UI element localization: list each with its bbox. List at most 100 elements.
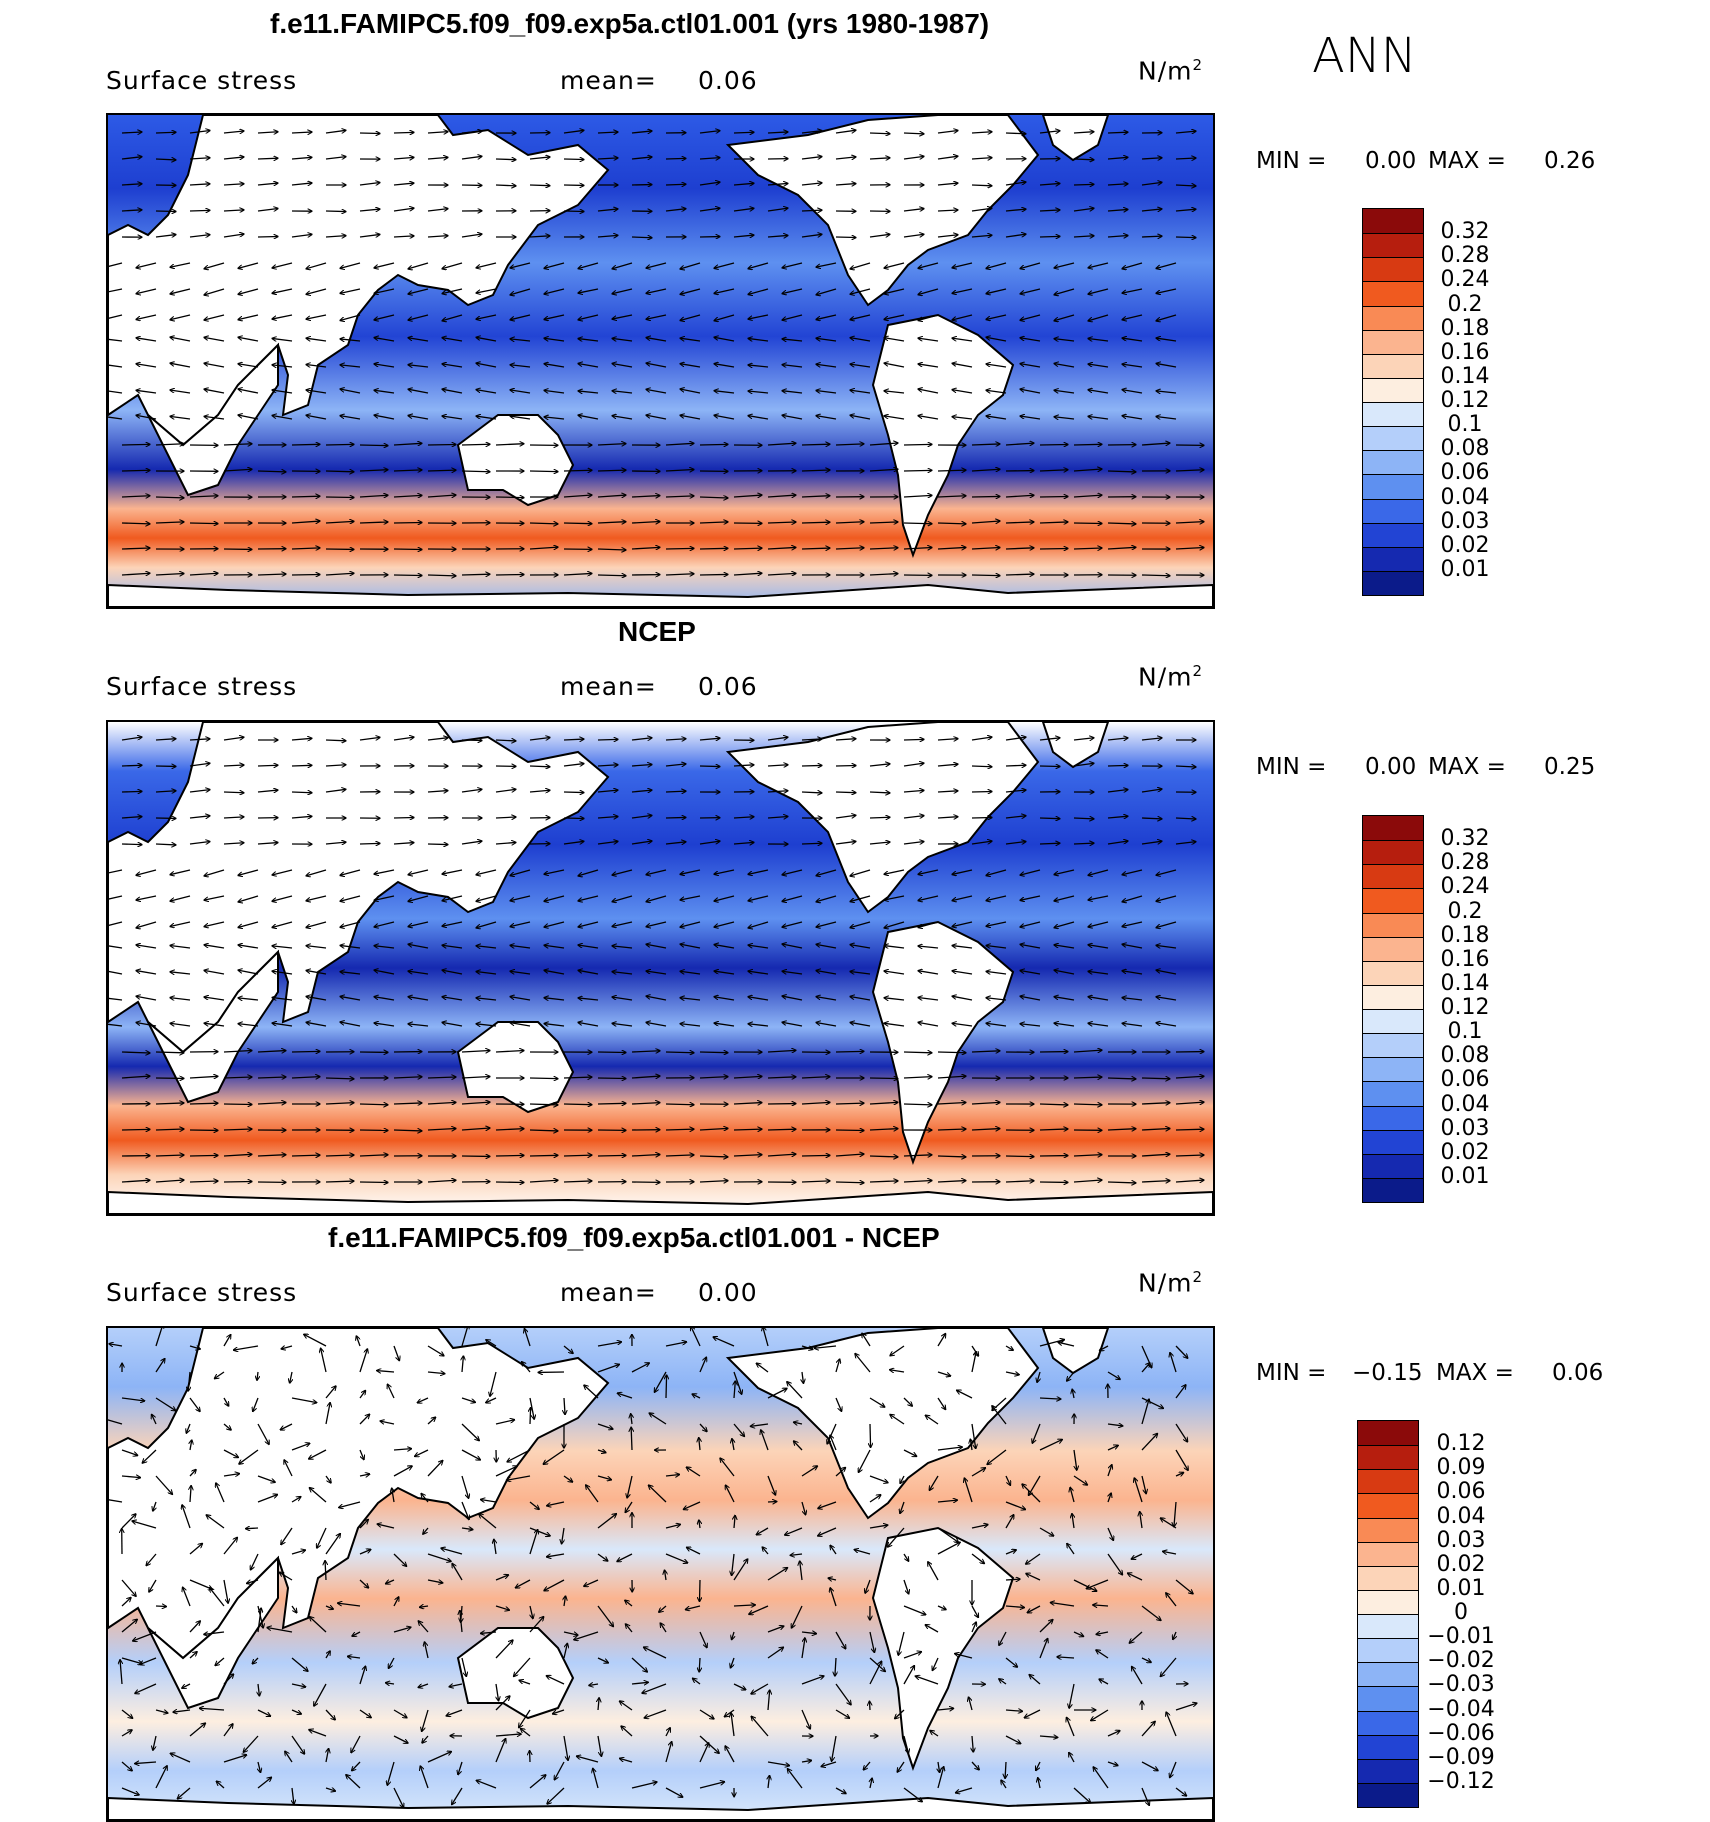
- colorbar-swatch: [1358, 1759, 1418, 1783]
- colorbar-level-label: −0.06: [1426, 1721, 1496, 1746]
- colorbar-level-label: −0.01: [1426, 1624, 1496, 1649]
- colorbar-swatch: [1363, 1154, 1423, 1178]
- wind-vector-arrow: [666, 548, 694, 549]
- colorbar-level-label: 0.06: [1426, 1479, 1496, 1504]
- wind-vector-arrow: [326, 211, 346, 212]
- wind-vector-arrow: [938, 1156, 966, 1157]
- panel-2-map: [106, 720, 1215, 1216]
- colorbar-swatch: [1363, 1009, 1423, 1033]
- colorbar-level-label: 0.1: [1430, 1019, 1500, 1044]
- wind-vector-arrow: [190, 523, 218, 524]
- wind-vector-arrow: [1142, 1078, 1170, 1079]
- wind-vector-arrow: [1074, 184, 1094, 185]
- colorbar-level-label: 0.04: [1430, 1092, 1500, 1117]
- wind-vector-arrow: [122, 844, 142, 845]
- wind-vector-arrow: [122, 470, 150, 471]
- colorbar-swatch: [1363, 354, 1423, 378]
- colorbar-level-label: 0.2: [1430, 899, 1500, 924]
- wind-vector-arrow: [666, 817, 686, 818]
- wind-vector-arrow: [394, 132, 414, 133]
- colorbar-swatch: [1363, 961, 1423, 985]
- wind-vector-arrow: [802, 522, 830, 523]
- wind-vector-arrow: [870, 133, 890, 134]
- colorbar-level-label: 0.18: [1430, 316, 1500, 341]
- wind-vector-arrow: [836, 1051, 864, 1052]
- wind-vector-arrow: [802, 765, 822, 766]
- colorbar-swatch: [1358, 1686, 1418, 1710]
- colorbar-level-label: 0.14: [1430, 364, 1500, 389]
- wind-vector-arrow: [836, 1103, 864, 1104]
- wind-vector-arrow: [156, 1606, 166, 1607]
- panel-1-colorbar: [1362, 208, 1424, 596]
- wind-vector-arrow: [734, 132, 754, 133]
- colorbar-swatch: [1358, 1662, 1418, 1686]
- wind-vector-arrow: [1108, 132, 1128, 133]
- wind-vector-arrow: [1006, 1156, 1034, 1157]
- panel-3-min-label: MIN =: [1256, 1360, 1326, 1386]
- wind-vector-arrow: [326, 444, 354, 445]
- wind-vector-arrow: [530, 185, 550, 186]
- colorbar-level-label: −0.02: [1426, 1648, 1496, 1673]
- panel-3-min-value: −0.15: [1352, 1360, 1422, 1386]
- wind-vector-arrow: [496, 159, 516, 160]
- wind-vector-arrow: [428, 844, 448, 845]
- colorbar-level-label: 0.1: [1430, 412, 1500, 437]
- colorbar-level-label: 0.12: [1426, 1431, 1496, 1456]
- colorbar-swatch: [1358, 1566, 1418, 1590]
- wind-vector-arrow: [245, 1528, 258, 1529]
- wind-vector-arrow: [699, 1658, 700, 1672]
- wind-vector-arrow: [564, 470, 592, 471]
- wind-vector-arrow: [904, 444, 932, 445]
- colorbar-swatch: [1363, 571, 1423, 595]
- colorbar-level-label: 0.04: [1430, 485, 1500, 510]
- wind-vector-arrow: [1040, 1104, 1068, 1105]
- colorbar-level-label: 0: [1426, 1600, 1496, 1625]
- wind-vector-arrow: [870, 1424, 871, 1447]
- wind-vector-arrow: [190, 210, 210, 211]
- colorbar-level-label: 0.06: [1430, 1067, 1500, 1092]
- wind-vector-arrow: [1040, 818, 1060, 819]
- wind-vector-arrow: [598, 739, 618, 740]
- wind-vector-arrow: [666, 158, 686, 159]
- wind-vector-arrow: [1040, 843, 1060, 844]
- colorbar-swatch: [1358, 1518, 1418, 1542]
- wind-vector-arrow: [666, 1052, 694, 1053]
- colorbar-level-label: 0.06: [1430, 460, 1500, 485]
- colorbar-swatch: [1363, 426, 1423, 450]
- colorbar-level-label: 0.02: [1426, 1552, 1496, 1577]
- wind-vector-arrow: [462, 444, 490, 445]
- colorbar-level-label: 0.28: [1430, 850, 1500, 875]
- colorbar-swatch: [1363, 209, 1423, 233]
- panel-3-mean-label: mean=: [560, 1278, 657, 1307]
- colorbar-level-label: 0.28: [1430, 243, 1500, 268]
- colorbar-swatch: [1363, 1178, 1423, 1202]
- colorbar-level-label: 0.01: [1426, 1576, 1496, 1601]
- wind-vector-arrow: [394, 549, 422, 550]
- wind-vector-arrow: [122, 444, 150, 445]
- wind-vector-arrow: [700, 766, 720, 767]
- colorbar-swatch: [1358, 1469, 1418, 1493]
- wind-vector-arrow: [292, 1051, 320, 1052]
- colorbar-swatch: [1358, 1735, 1418, 1759]
- colorbar-level-label: 0.2: [1430, 292, 1500, 317]
- colorbar-swatch: [1363, 1130, 1423, 1154]
- wind-vector-arrow: [428, 444, 456, 445]
- colorbar-level-label: 0.01: [1430, 557, 1500, 582]
- wind-vector-arrow: [1108, 1078, 1136, 1079]
- wind-vector-arrow: [1074, 818, 1094, 819]
- panel-1-min-label: MIN =: [1256, 148, 1326, 174]
- panel-1-max-value: 0.26: [1544, 148, 1595, 174]
- panel-3-field-label: Surface stress: [106, 1278, 297, 1307]
- colorbar-swatch: [1358, 1638, 1418, 1662]
- colorbar-swatch: [1363, 937, 1423, 961]
- panel-3-max-value: 0.06: [1552, 1360, 1603, 1386]
- panel-1-max-label: MAX =: [1428, 148, 1506, 174]
- wind-vector-arrow: [836, 1130, 864, 1131]
- colorbar-level-label: 0.03: [1430, 1116, 1500, 1141]
- wind-vector-arrow: [1142, 236, 1162, 237]
- wind-vector-arrow: [1074, 159, 1094, 160]
- colorbar-swatch: [1363, 1106, 1423, 1130]
- wind-vector-arrow: [1176, 1129, 1204, 1130]
- wind-vector-arrow: [360, 445, 388, 446]
